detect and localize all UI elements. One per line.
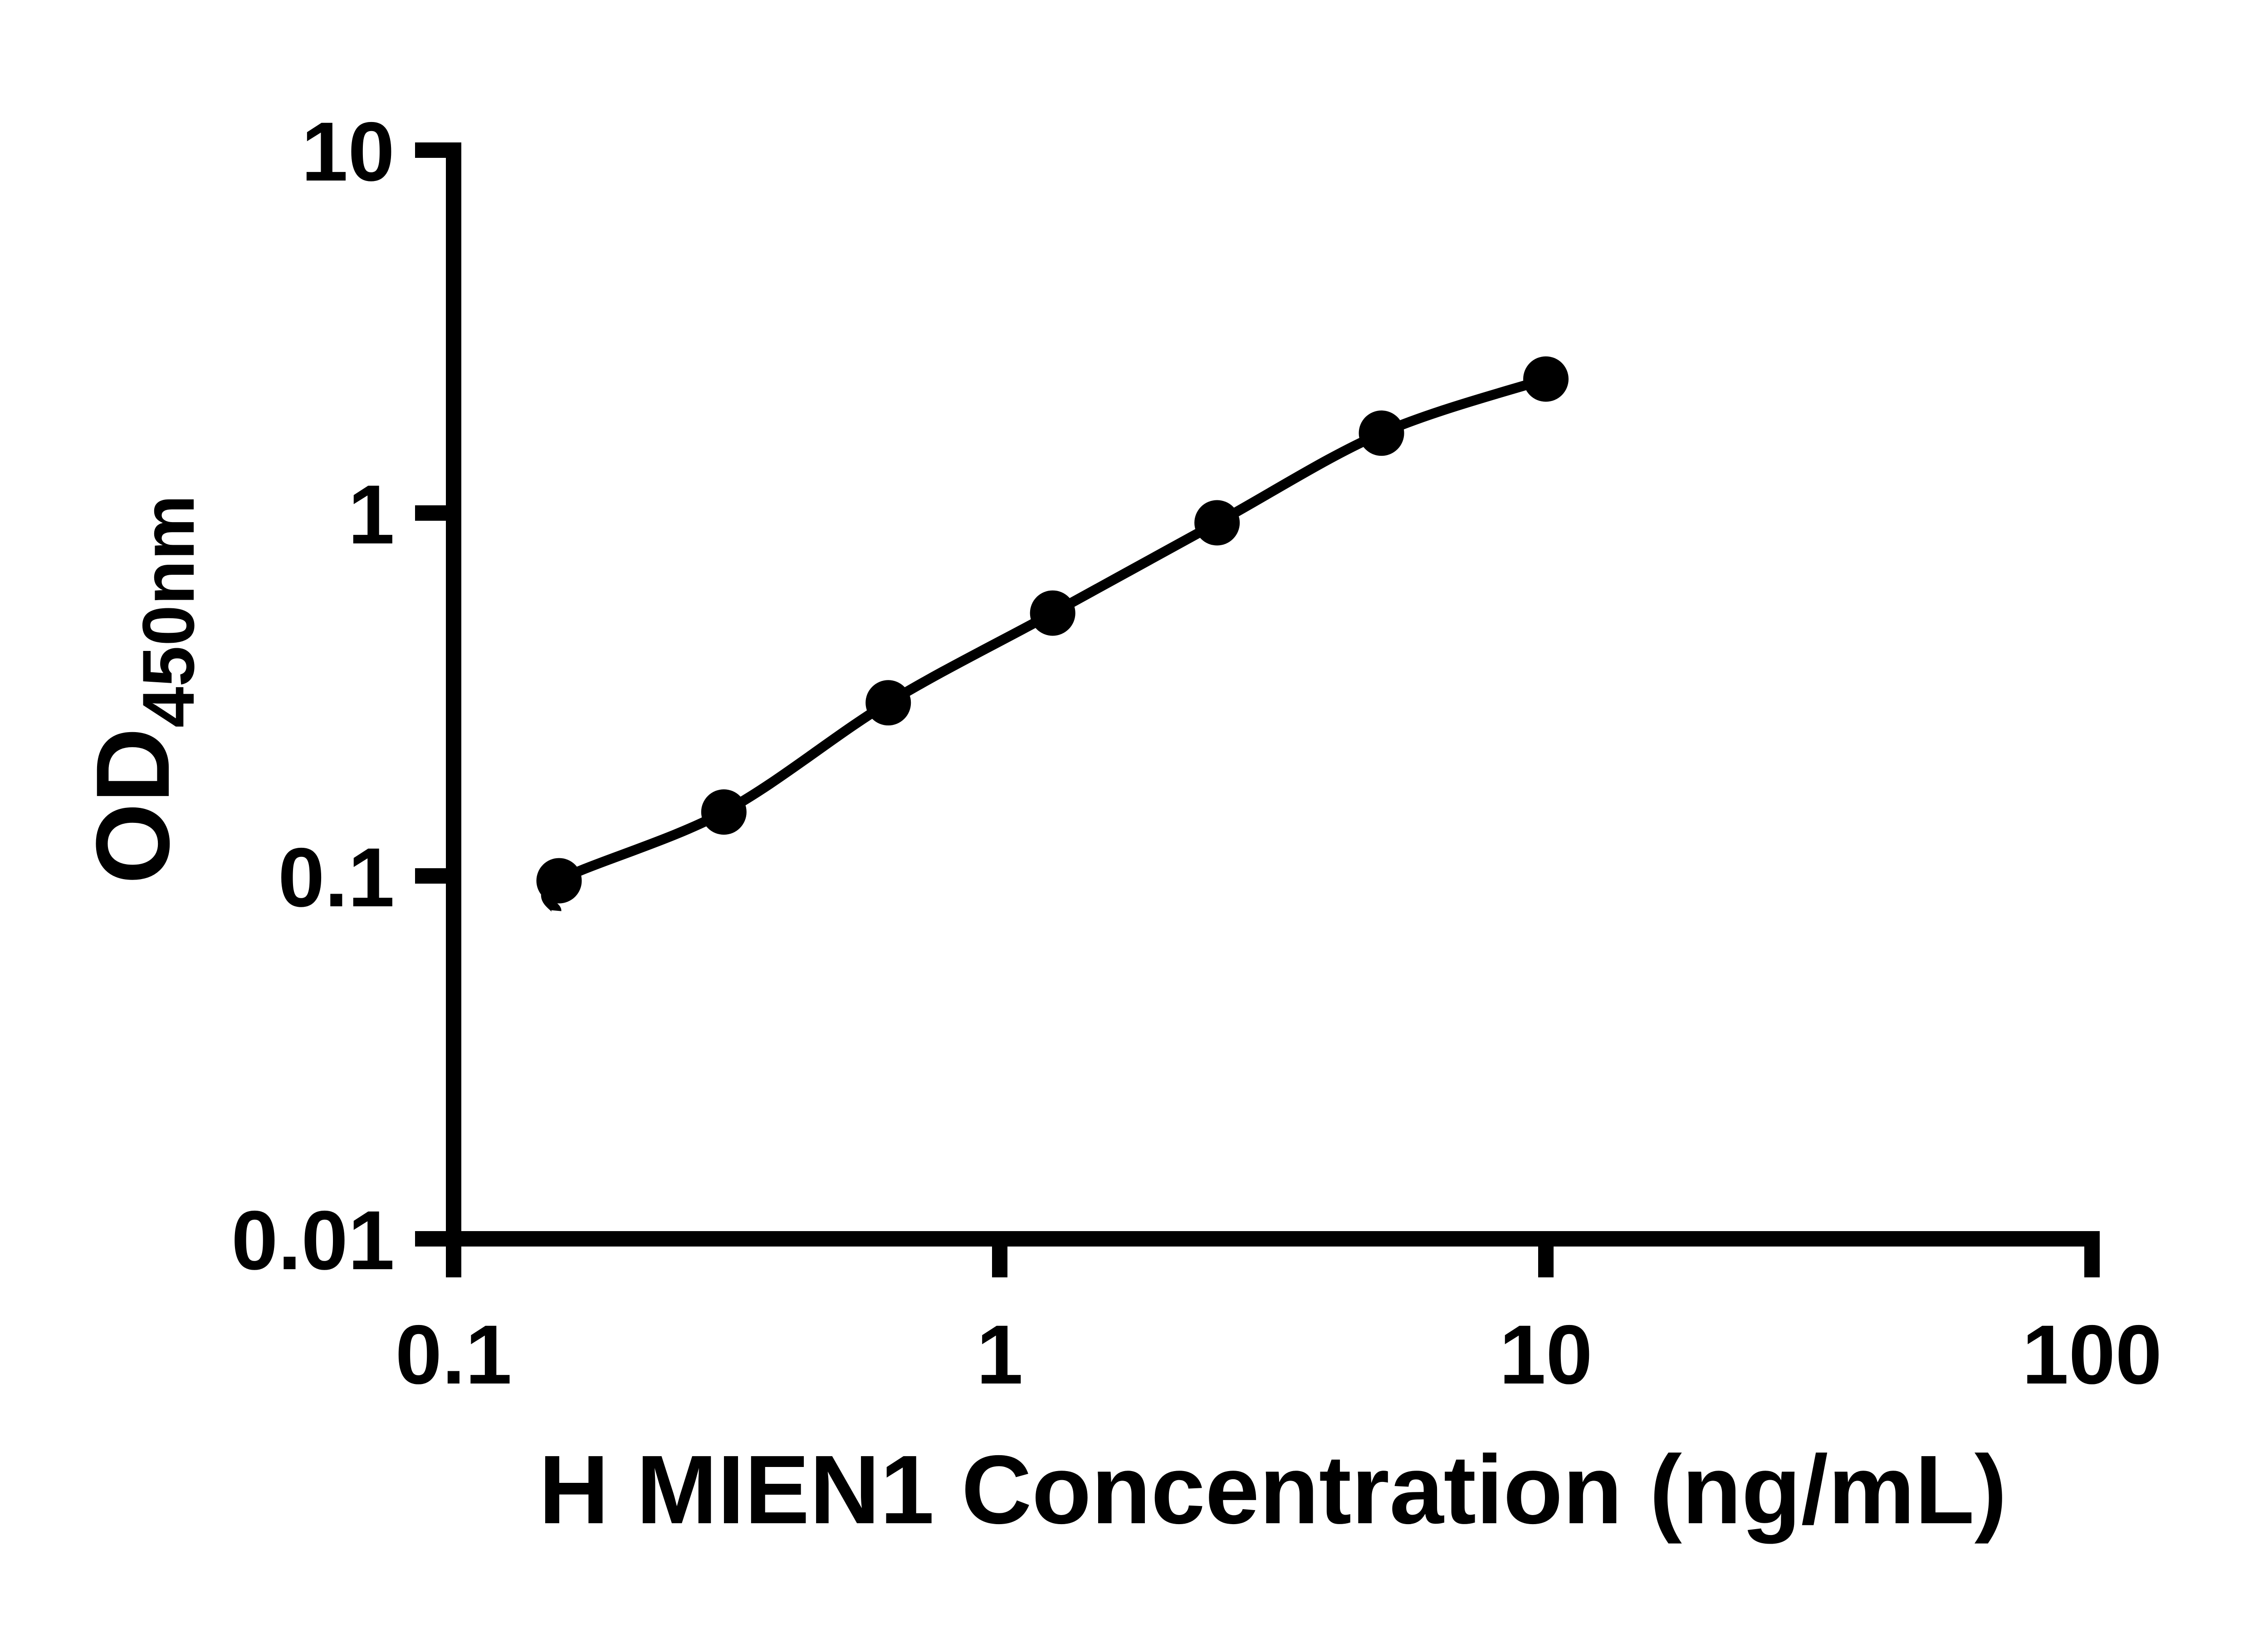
data-point xyxy=(1194,500,1240,546)
axes-layer xyxy=(415,142,2100,1277)
y-tick-label: 10 xyxy=(301,105,395,199)
x-tick-label: 100 xyxy=(2022,1308,2162,1402)
data-point xyxy=(1359,410,1404,456)
y-tick-label: 0.1 xyxy=(278,831,395,924)
data-points-layer xyxy=(536,356,1569,904)
y-axis-title-subscript: 450nm xyxy=(127,495,210,728)
data-point xyxy=(536,858,582,904)
y-tick-label: 1 xyxy=(348,468,395,562)
y-axis-title-main: OD xyxy=(74,728,191,884)
data-point xyxy=(701,789,747,835)
data-point xyxy=(1030,590,1075,636)
x-tick-label: 10 xyxy=(1499,1308,1593,1402)
y-axis-title: OD450nm xyxy=(74,495,210,884)
x-tick-label: 0.1 xyxy=(395,1308,512,1402)
data-point xyxy=(865,680,911,726)
x-axis-title: H MIEN1 Concentration (ng/mL) xyxy=(539,1435,2007,1544)
data-point xyxy=(1523,356,1569,402)
y-tick-label: 0.01 xyxy=(231,1194,395,1287)
x-tick-label: 1 xyxy=(977,1308,1023,1402)
fit-curve xyxy=(541,374,1548,913)
